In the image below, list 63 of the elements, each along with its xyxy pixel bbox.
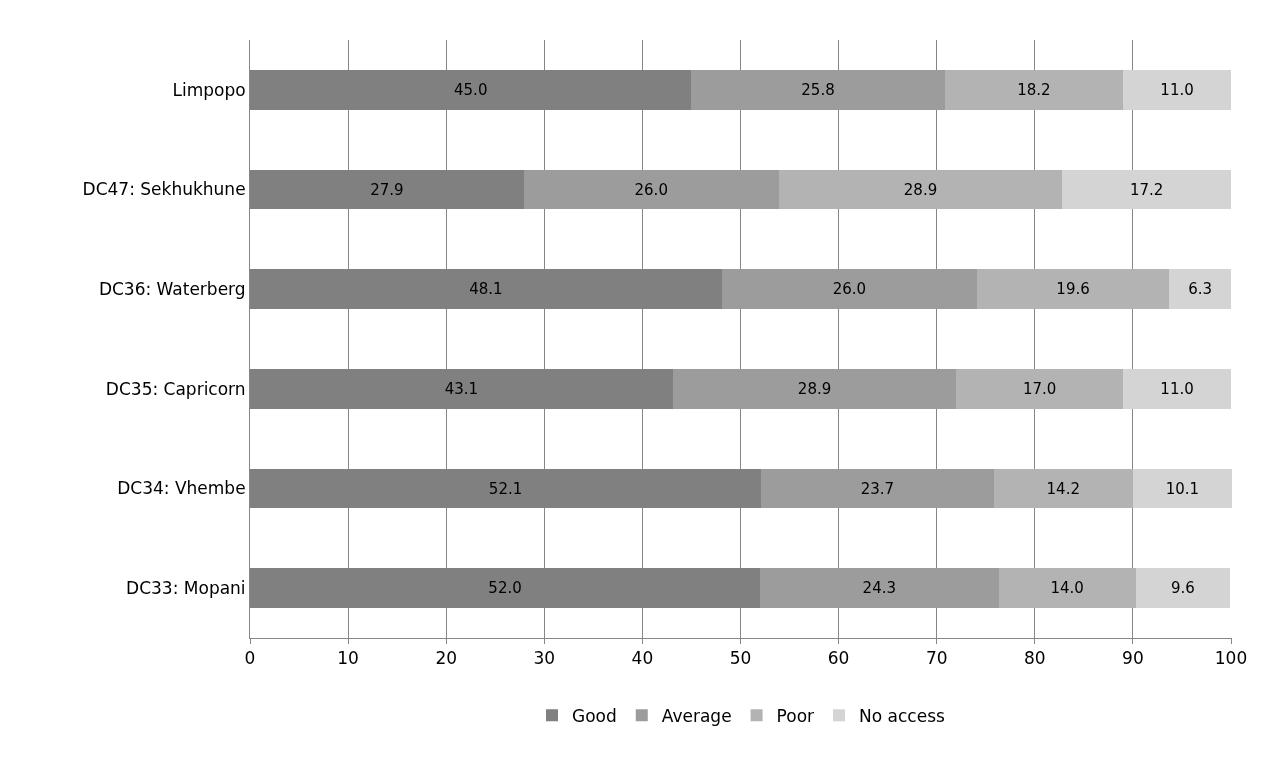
y-tick-label: DC47: Sekhukhune xyxy=(82,179,246,200)
data-label: 28.9 xyxy=(903,180,938,199)
bar xyxy=(1169,269,1232,310)
data-label: 14.2 xyxy=(1046,479,1080,498)
x-tick-label: 10 xyxy=(337,648,359,669)
data-label: 26.0 xyxy=(634,180,668,199)
data-label: 14.0 xyxy=(1050,579,1084,598)
x-tick-label: 80 xyxy=(1024,648,1046,669)
data-label: 6.3 xyxy=(1188,280,1213,299)
bar xyxy=(778,169,1063,210)
y-tick-label: DC33: Mopani xyxy=(126,578,246,599)
bar xyxy=(944,69,1124,110)
data-label: 28.9 xyxy=(797,379,832,398)
data-label: 11.0 xyxy=(1160,379,1194,398)
bar xyxy=(993,468,1133,509)
data-label: 43.1 xyxy=(444,379,479,398)
bar xyxy=(1123,69,1232,110)
y-tick-label: DC34: Vhembe xyxy=(117,478,246,499)
bar xyxy=(976,269,1170,310)
bar xyxy=(998,568,1136,609)
bar xyxy=(1123,368,1232,409)
bar xyxy=(691,69,945,110)
y-tick-label: DC36: Waterberg xyxy=(98,279,246,300)
legend-label: Average xyxy=(661,705,732,726)
data-label: 52.1 xyxy=(488,479,523,498)
data-label: 17.0 xyxy=(1023,379,1057,398)
bar xyxy=(1135,568,1231,609)
data-label: 19.6 xyxy=(1056,280,1090,299)
data-label: 27.9 xyxy=(370,180,404,199)
x-tick-label: 60 xyxy=(827,648,850,669)
legend-label: Poor xyxy=(776,705,815,726)
data-label: 9.6 xyxy=(1171,579,1195,598)
bar xyxy=(1132,468,1232,509)
x-tick-label: 30 xyxy=(533,648,556,669)
data-label: 48.1 xyxy=(469,280,503,299)
data-label: 24.3 xyxy=(862,579,897,598)
data-label: 17.2 xyxy=(1129,180,1164,199)
y-tick-label: Limpopo xyxy=(172,79,246,100)
bar xyxy=(1062,169,1232,210)
x-tick-label: 40 xyxy=(631,648,654,669)
y-tick-label: DC35: Capricorn xyxy=(105,378,246,399)
data-label: 18.2 xyxy=(1017,80,1051,99)
x-tick-label: 50 xyxy=(729,648,752,669)
bar xyxy=(760,568,999,609)
x-tick-label: 20 xyxy=(435,648,458,669)
data-label: 26.0 xyxy=(832,280,867,299)
bar xyxy=(523,169,779,210)
bar xyxy=(956,368,1124,409)
x-tick-label: 70 xyxy=(925,648,948,669)
data-label: 10.1 xyxy=(1165,479,1200,498)
data-label: 23.7 xyxy=(860,479,895,498)
x-tick-label: 100 xyxy=(1214,648,1248,669)
data-label: 45.0 xyxy=(454,80,488,99)
data-label: 52.0 xyxy=(488,579,522,598)
bar xyxy=(721,269,977,310)
x-tick-label: 90 xyxy=(1122,648,1144,669)
bar xyxy=(761,468,994,509)
data-label: 11.0 xyxy=(1160,80,1194,99)
data-label: 25.8 xyxy=(801,80,835,99)
legend-label: Good xyxy=(572,705,617,726)
legend-label: No access xyxy=(859,705,945,726)
bar xyxy=(672,368,957,409)
x-tick-label: 0 xyxy=(244,648,256,669)
